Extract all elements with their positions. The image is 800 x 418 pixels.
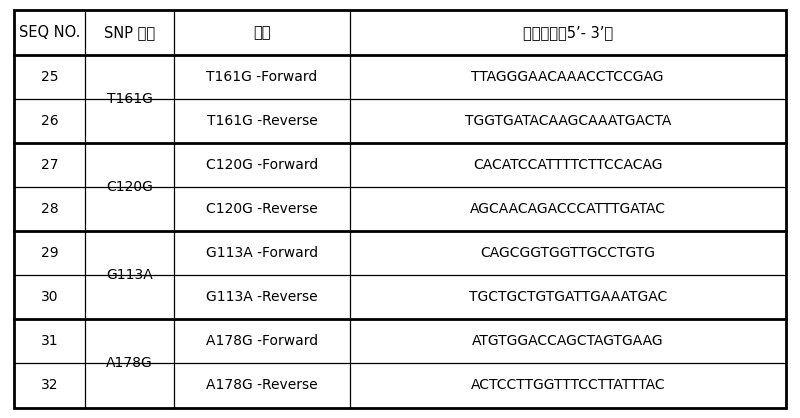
Text: TGGTGATACAAGCAAATGACTA: TGGTGATACAAGCAAATGACTA — [465, 114, 671, 127]
Text: AGCAACAGACCCATTTGATAC: AGCAACAGACCCATTTGATAC — [470, 202, 666, 216]
Text: 27: 27 — [41, 158, 58, 172]
Text: CAGCGGTGGTTGCCTGTG: CAGCGGTGGTTGCCTGTG — [480, 246, 655, 260]
Text: ACTCCTTGGTTTCCTTATTTAC: ACTCCTTGGTTTCCTTATTTAC — [470, 378, 665, 393]
Text: 类型: 类型 — [254, 25, 270, 40]
Text: TGCTGCTGTGATTGAAATGAC: TGCTGCTGTGATTGAAATGAC — [469, 290, 667, 304]
Text: SEQ NO.: SEQ NO. — [19, 25, 81, 40]
Text: C120G -Forward: C120G -Forward — [206, 158, 318, 172]
Text: C120G -Reverse: C120G -Reverse — [206, 202, 318, 216]
Text: T161G: T161G — [106, 92, 153, 106]
Text: CACATCCATTTTCTTCCACAG: CACATCCATTTTCTTCCACAG — [473, 158, 662, 172]
Text: SNP 位点: SNP 位点 — [104, 25, 155, 40]
Text: ATGTGGACCAGCTAGTGAAG: ATGTGGACCAGCTAGTGAAG — [472, 334, 663, 348]
Text: G113A: G113A — [106, 268, 153, 282]
Text: A178G: A178G — [106, 357, 153, 370]
Text: 31: 31 — [41, 334, 58, 348]
Text: A178G -Forward: A178G -Forward — [206, 334, 318, 348]
Text: G113A -Forward: G113A -Forward — [206, 246, 318, 260]
Text: 25: 25 — [41, 69, 58, 84]
Text: T161G -Forward: T161G -Forward — [206, 69, 318, 84]
Text: C120G: C120G — [106, 180, 153, 194]
Text: 26: 26 — [41, 114, 58, 127]
Text: TTAGGGAACAAACCTCCGAG: TTAGGGAACAAACCTCCGAG — [471, 69, 664, 84]
Text: 扩增引物（5’- 3’）: 扩增引物（5’- 3’） — [522, 25, 613, 40]
Text: 32: 32 — [41, 378, 58, 393]
Text: A178G -Reverse: A178G -Reverse — [206, 378, 318, 393]
Text: G113A -Reverse: G113A -Reverse — [206, 290, 318, 304]
Text: T161G -Reverse: T161G -Reverse — [206, 114, 318, 127]
Text: 28: 28 — [41, 202, 58, 216]
Text: 30: 30 — [41, 290, 58, 304]
Text: 29: 29 — [41, 246, 58, 260]
